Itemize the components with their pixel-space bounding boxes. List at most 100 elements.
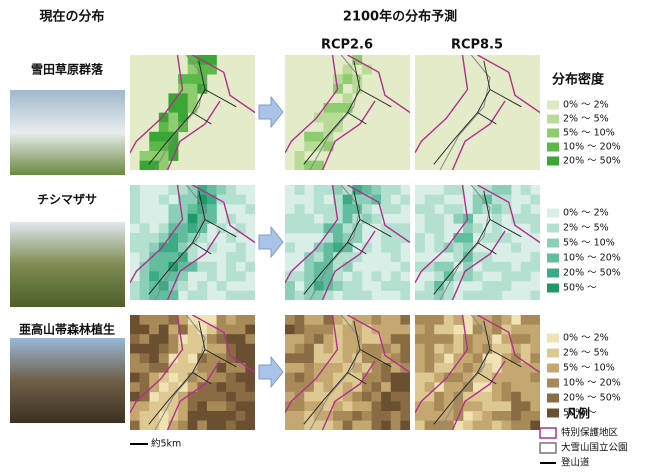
map-cell	[342, 103, 353, 113]
map-cell	[178, 324, 188, 335]
map-cell	[342, 372, 353, 383]
map-cell	[226, 353, 237, 364]
map-cell	[285, 324, 295, 335]
map-cell	[149, 131, 160, 142]
map-cell	[333, 334, 343, 345]
map-cell	[206, 401, 217, 412]
map-cell	[501, 204, 512, 215]
map-cell	[501, 261, 512, 272]
map-cell	[530, 353, 540, 364]
map-cell	[304, 213, 315, 224]
map-cell	[178, 103, 188, 113]
map-cell	[415, 315, 425, 325]
map-cell	[424, 261, 435, 272]
map-cell	[434, 343, 445, 354]
map-cell	[482, 252, 493, 263]
map-cell	[390, 324, 401, 335]
map-cell	[294, 343, 305, 354]
map-cell	[313, 112, 324, 123]
map-cell	[381, 391, 392, 402]
map-cell	[216, 372, 227, 383]
map-cell	[501, 194, 512, 205]
map-cell	[158, 242, 169, 253]
map-cell	[168, 271, 179, 282]
map-cell	[235, 242, 246, 253]
map-cell	[472, 223, 483, 234]
map-cell	[434, 281, 445, 291]
map-cell	[400, 290, 410, 300]
map-cell	[424, 204, 435, 215]
trail	[433, 320, 522, 425]
map-cell	[530, 382, 540, 393]
map-cell	[206, 420, 217, 430]
map-cell	[235, 363, 246, 373]
map-cell	[390, 315, 401, 325]
map-cell	[323, 290, 334, 300]
legend-swatch	[547, 333, 559, 343]
protected-area	[415, 315, 540, 430]
map-cell	[371, 363, 382, 373]
map-cell	[168, 93, 179, 104]
map-cell	[323, 252, 334, 263]
map-cell	[501, 324, 512, 335]
map-cell	[342, 233, 353, 243]
map-cell	[294, 271, 305, 282]
map-cell	[149, 160, 160, 170]
map-cell	[400, 353, 410, 364]
map-cell	[158, 363, 169, 373]
map-cell	[235, 391, 246, 402]
map-cell	[443, 411, 454, 421]
map	[130, 315, 255, 430]
map-cell	[149, 281, 160, 291]
map-cell	[187, 204, 198, 215]
legend-swatch	[547, 363, 559, 373]
map-cell	[197, 334, 208, 345]
map-cell	[313, 420, 324, 430]
map-cell	[352, 353, 363, 364]
map-cell	[381, 353, 392, 364]
map-cell	[511, 391, 522, 402]
map-cell	[434, 271, 445, 282]
protected-area	[285, 315, 410, 430]
map-cell	[463, 363, 473, 373]
map-cell	[415, 363, 425, 373]
map-cell	[453, 233, 464, 243]
map-cell	[390, 233, 401, 243]
map-cell	[342, 93, 353, 104]
map-cell	[294, 185, 305, 195]
map-cell	[206, 204, 217, 215]
map-cell	[530, 363, 540, 373]
map-cell	[216, 343, 227, 354]
map-cell	[313, 353, 324, 364]
map-cell	[158, 233, 169, 243]
map-cell	[187, 64, 198, 75]
map-cell	[501, 315, 512, 325]
map-cell	[361, 343, 372, 354]
map-cell	[453, 363, 464, 373]
map-cell	[511, 411, 522, 421]
map-cell	[304, 160, 315, 170]
map-cell	[361, 411, 372, 421]
map-cell	[187, 324, 198, 335]
map-cell	[342, 64, 353, 75]
map-cell	[501, 343, 512, 354]
map-cell	[168, 141, 179, 152]
map-cell	[530, 420, 540, 430]
map-cell	[424, 194, 435, 205]
map-cell	[482, 290, 493, 300]
map-cell	[168, 213, 179, 224]
map-cell	[235, 315, 246, 325]
map-cell	[434, 372, 445, 383]
map-cell	[294, 290, 305, 300]
map-cell	[304, 334, 315, 345]
map-cell	[381, 233, 392, 243]
trail	[303, 190, 392, 295]
map-cell	[178, 411, 188, 421]
map-cell	[511, 382, 522, 393]
map-cell	[472, 252, 483, 263]
map-cell	[424, 315, 435, 325]
trail	[433, 190, 522, 295]
map-cell	[443, 420, 454, 430]
map-cell	[313, 242, 324, 253]
map-cell	[453, 185, 464, 195]
